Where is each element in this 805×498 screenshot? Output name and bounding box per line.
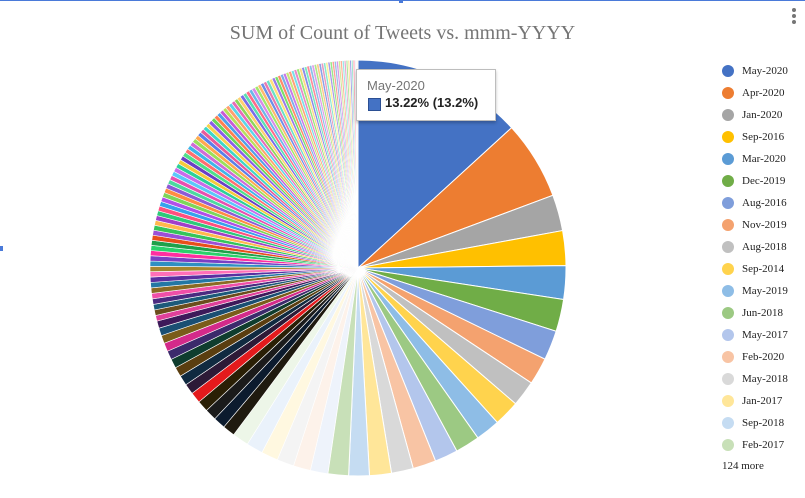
legend-label: May-2017 — [742, 329, 788, 341]
tooltip-title: May-2020 — [367, 78, 425, 93]
legend-label: Aug-2016 — [742, 197, 787, 209]
legend-swatch — [722, 241, 734, 253]
legend-item-jun-2018[interactable]: Jun-2018 — [722, 302, 802, 324]
legend-label: Feb-2020 — [742, 351, 785, 363]
legend-swatch — [722, 175, 734, 187]
legend-item-aug-2016[interactable]: Aug-2016 — [722, 192, 802, 214]
legend-item-sep-2016[interactable]: Sep-2016 — [722, 126, 802, 148]
legend-label: May-2020 — [742, 65, 788, 77]
legend-item-jan-2017[interactable]: Jan-2017 — [722, 390, 802, 412]
legend-label: May-2018 — [742, 373, 788, 385]
legend-label: Aug-2018 — [742, 241, 787, 253]
legend-swatch — [722, 351, 734, 363]
legend-item-sep-2014[interactable]: Sep-2014 — [722, 258, 802, 280]
legend-label: Nov-2019 — [742, 219, 787, 231]
legend-swatch — [722, 263, 734, 275]
legend-swatch — [722, 65, 734, 77]
legend-label: Jan-2017 — [742, 395, 783, 407]
legend-item-sep-2018[interactable]: Sep-2018 — [722, 412, 802, 434]
legend-label: May-2019 — [742, 285, 788, 297]
legend-item-mar-2020[interactable]: Mar-2020 — [722, 148, 802, 170]
legend-swatch — [722, 439, 734, 451]
tooltip-swatch — [368, 98, 381, 111]
legend-item-nov-2019[interactable]: Nov-2019 — [722, 214, 802, 236]
legend-swatch — [722, 395, 734, 407]
legend-swatch — [722, 329, 734, 341]
legend-item-may-2017[interactable]: May-2017 — [722, 324, 802, 346]
tooltip-value: 13.22% (13.2%) — [385, 95, 479, 110]
more-options-icon[interactable] — [791, 8, 797, 28]
legend-more-link[interactable]: 124 more — [722, 460, 764, 472]
legend-label: Mar-2020 — [742, 153, 786, 165]
legend-label: Sep-2018 — [742, 417, 785, 429]
legend-label: Feb-2017 — [742, 439, 785, 451]
legend-label: Dec-2019 — [742, 175, 786, 187]
legend-item-apr-2020[interactable]: Apr-2020 — [722, 82, 802, 104]
legend-swatch — [722, 219, 734, 231]
legend-swatch — [722, 285, 734, 297]
legend-label: Sep-2016 — [742, 131, 785, 143]
legend-item-feb-2020[interactable]: Feb-2020 — [722, 346, 802, 368]
legend-item-may-2020[interactable]: May-2020 — [722, 60, 802, 82]
legend-swatch — [722, 109, 734, 121]
legend-items: May-2020 Apr-2020 Jan-2020 Sep-2016 Mar-2020… — [722, 60, 802, 456]
slice-tooltip: May-2020 13.22% (13.2%) — [356, 69, 496, 121]
resize-handle-top[interactable] — [399, 0, 403, 3]
legend-item-may-2019[interactable]: May-2019 — [722, 280, 802, 302]
legend-item-jan-2020[interactable]: Jan-2020 — [722, 104, 802, 126]
resize-handle-left[interactable] — [0, 246, 3, 251]
legend-swatch — [722, 87, 734, 99]
legend-swatch — [722, 131, 734, 143]
legend-swatch — [722, 417, 734, 429]
legend-item-dec-2019[interactable]: Dec-2019 — [722, 170, 802, 192]
legend-label: Jun-2018 — [742, 307, 783, 319]
legend-label: Apr-2020 — [742, 87, 785, 99]
legend-label: Jan-2020 — [742, 109, 783, 121]
legend-item-may-2018[interactable]: May-2018 — [722, 368, 802, 390]
legend-swatch — [722, 153, 734, 165]
chart-title: SUM of Count of Tweets vs. mmm-YYYY — [229, 22, 576, 44]
legend-item-feb-2017[interactable]: Feb-2017 — [722, 434, 802, 456]
legend-swatch — [722, 307, 734, 319]
legend: May-2020 Apr-2020 Jan-2020 Sep-2016 Mar-2020… — [722, 60, 802, 474]
legend-label: Sep-2014 — [742, 263, 785, 275]
pie-slices[interactable] — [149, 59, 567, 477]
legend-item-aug-2018[interactable]: Aug-2018 — [722, 236, 802, 258]
legend-swatch — [722, 373, 734, 385]
legend-swatch — [722, 197, 734, 209]
